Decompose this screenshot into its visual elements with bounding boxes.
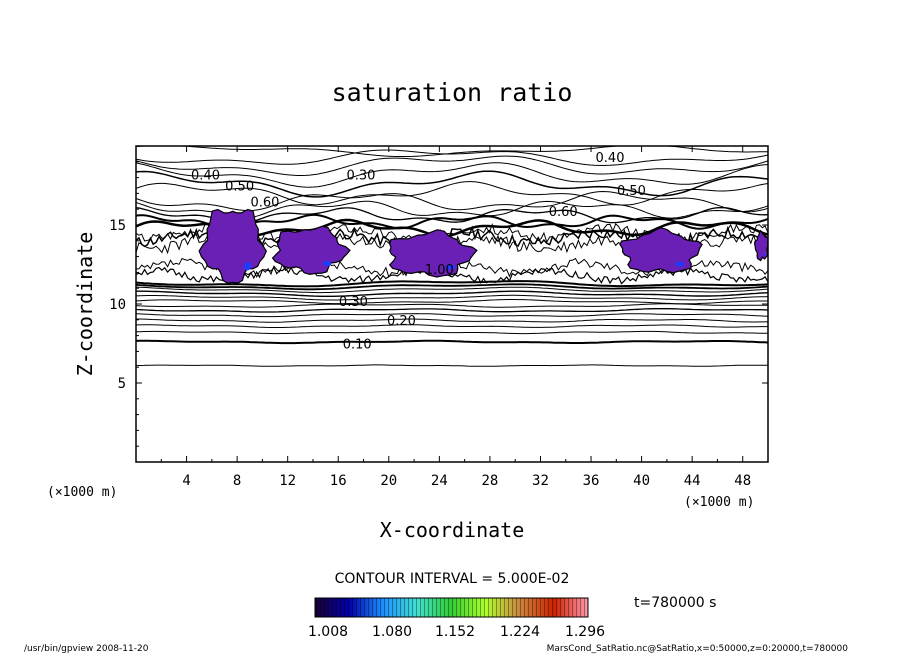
contour-line — [136, 324, 768, 328]
y-axis-ticks: 5 10 15 — [109, 161, 768, 447]
contour-line — [136, 307, 768, 313]
x-tick-label: 36 — [583, 473, 600, 489]
contour-line — [136, 280, 768, 288]
chart-title: saturation ratio — [332, 78, 573, 107]
region-peak — [764, 252, 766, 256]
contour-label: 0.20 — [387, 314, 416, 329]
y-axis-label: Z-coordinate — [73, 232, 97, 377]
contour-label: 0.10 — [343, 338, 372, 353]
contour-labels: 0.400.40 0.300.50 0.500.600.601.000.300.20… — [191, 151, 646, 352]
colorbar-tick-label: 1.152 — [435, 624, 475, 640]
footer-right: MarsCond_SatRatio.nc@SatRatio,x=0:50000,… — [547, 644, 849, 654]
colorbar-stripes — [315, 598, 588, 617]
contour-label: 0.30 — [347, 168, 376, 183]
contour-line — [136, 190, 768, 213]
contour-line — [136, 149, 768, 167]
x-unit-left: (×1000 m) — [47, 485, 117, 500]
y-tick-label: 5 — [118, 376, 126, 392]
supersaturated-region — [619, 227, 703, 274]
x-tick-label: 12 — [279, 473, 296, 489]
contour-line — [136, 146, 768, 157]
x-tick-label: 4 — [182, 473, 190, 489]
x-tick-label: 32 — [532, 473, 549, 489]
x-tick-label: 16 — [330, 473, 347, 489]
contour-label: 1.00 — [425, 263, 454, 278]
contour-label: 0.40 — [596, 151, 625, 166]
colorbar-tick-label: 1.008 — [308, 624, 348, 640]
contour-line — [136, 294, 768, 301]
supersaturated-regions — [198, 208, 768, 284]
y-tick-label: 15 — [109, 218, 126, 234]
contour-label: 0.30 — [339, 295, 368, 310]
contour-line — [136, 313, 768, 318]
colorbar-tick-label: 1.224 — [500, 624, 540, 640]
contour-line — [136, 330, 768, 335]
x-axis-ticks: 4 8 12 16 20 24 28 32 36 40 44 48 — [160, 146, 751, 489]
contour-label: 0.50 — [225, 180, 254, 195]
contour-line — [136, 170, 768, 198]
x-tick-label: 44 — [684, 473, 701, 489]
contour-line — [136, 162, 768, 188]
contour-line — [136, 318, 768, 323]
x-tick-label: 28 — [481, 473, 498, 489]
contour-label: 0.50 — [617, 184, 646, 199]
x-tick-label: 40 — [633, 473, 650, 489]
contour-label: 0.60 — [549, 205, 578, 220]
region-peak — [243, 261, 252, 271]
x-tick-label: 48 — [734, 473, 751, 489]
contour-interval: CONTOUR INTERVAL = 5.000E-02 — [335, 571, 570, 587]
contour-label: 0.60 — [250, 195, 279, 210]
supersaturated-region — [271, 225, 351, 276]
contour-line — [136, 155, 768, 176]
contour-label: 0.40 — [191, 168, 220, 183]
region-peak — [445, 264, 456, 270]
x-tick-label: 24 — [431, 473, 448, 489]
contour-line — [136, 339, 768, 345]
supersaturated-region — [388, 229, 478, 278]
colorbar — [314, 597, 589, 618]
x-tick-label: 20 — [380, 473, 397, 489]
colorbar-tick-label: 1.080 — [372, 624, 412, 640]
time-label: t=780000 s — [634, 595, 716, 611]
contour-line — [136, 364, 768, 367]
colorbar-tick-labels: 1.008 1.080 1.152 1.224 1.296 — [308, 624, 605, 640]
x-axis-label: X-coordinate — [380, 518, 525, 542]
footer-left: /usr/bin/gpview 2008-11-20 — [24, 644, 149, 654]
contour-line — [136, 286, 768, 294]
x-unit-right: (×1000 m) — [684, 495, 754, 510]
x-tick-label: 8 — [233, 473, 241, 489]
contour-lines — [136, 146, 768, 367]
contour-line — [136, 290, 768, 297]
contour-line — [136, 303, 768, 308]
contour-line — [136, 283, 768, 291]
region-peak — [323, 260, 332, 267]
y-tick-label: 10 — [109, 297, 126, 313]
colorbar-tick-label: 1.296 — [565, 624, 605, 640]
region-peak — [674, 261, 685, 267]
contour-line — [136, 299, 768, 305]
